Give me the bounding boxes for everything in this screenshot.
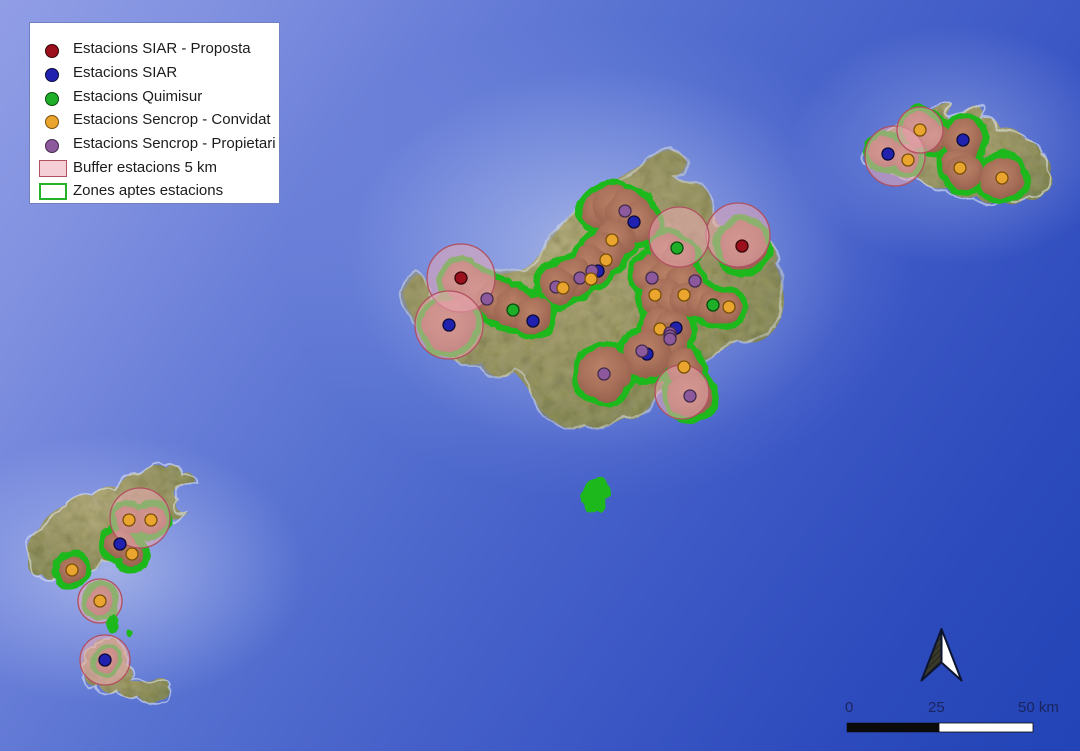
svg-text:0: 0 (845, 699, 853, 716)
svg-text:25: 25 (928, 699, 945, 716)
svg-text:50 km: 50 km (1018, 699, 1059, 716)
